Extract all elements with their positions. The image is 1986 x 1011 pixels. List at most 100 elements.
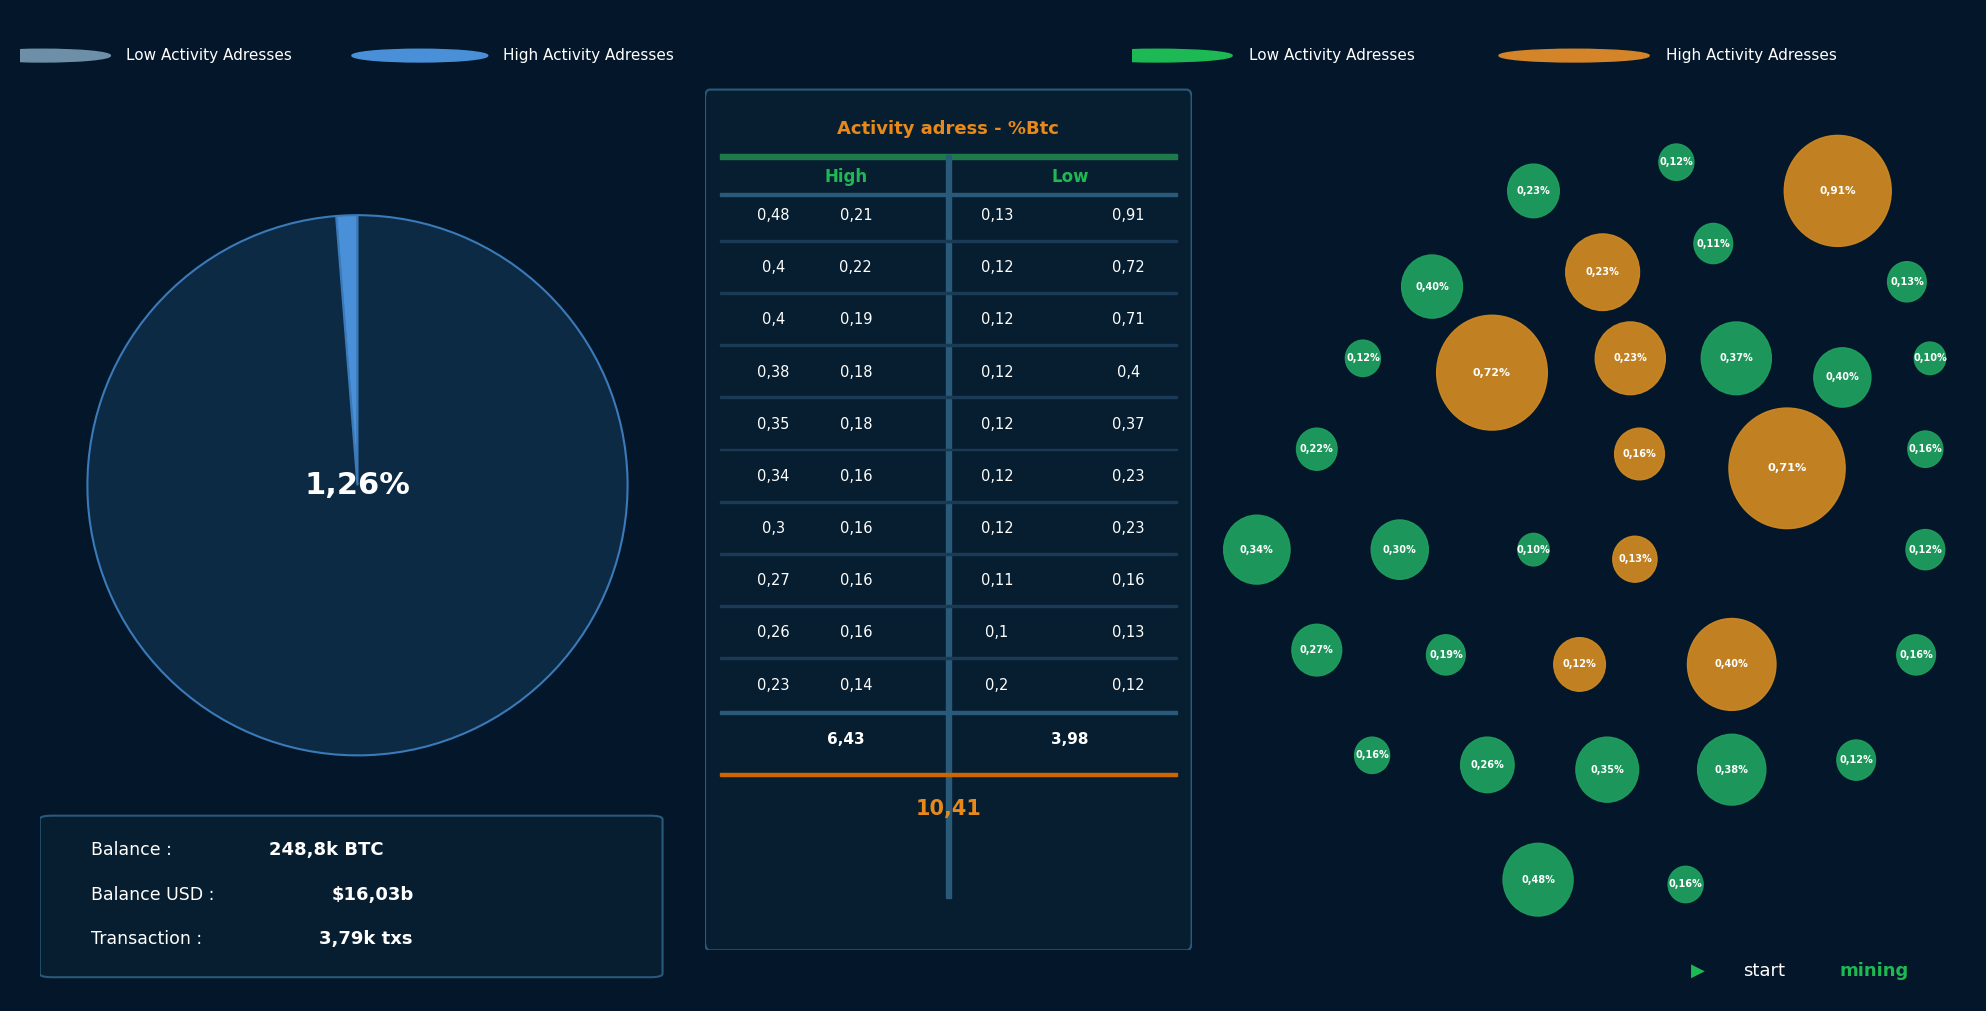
Text: 0,12%: 0,12%	[1347, 353, 1380, 363]
Text: 0,19%: 0,19%	[1430, 650, 1464, 660]
Text: 0,16: 0,16	[1112, 573, 1144, 588]
Text: 0,21: 0,21	[840, 208, 872, 223]
Circle shape	[1658, 144, 1694, 180]
Text: 0,2: 0,2	[985, 677, 1009, 693]
Circle shape	[1460, 737, 1513, 793]
Text: 0,23: 0,23	[1112, 521, 1144, 536]
Text: 0,35%: 0,35%	[1591, 764, 1625, 774]
Wedge shape	[336, 215, 357, 485]
Bar	[719, 606, 1178, 607]
Text: 3,98: 3,98	[1051, 732, 1088, 747]
Bar	[719, 193, 1178, 196]
Text: 0,12: 0,12	[981, 417, 1013, 432]
Bar	[719, 500, 1178, 502]
Text: 0,12%: 0,12%	[1909, 545, 1942, 555]
Circle shape	[1291, 624, 1343, 676]
Circle shape	[1354, 737, 1390, 773]
Bar	[719, 553, 1178, 555]
Text: 0,12: 0,12	[981, 469, 1013, 484]
Text: 0,40%: 0,40%	[1714, 659, 1748, 669]
Text: 0,37: 0,37	[1112, 417, 1144, 432]
Text: 0,22%: 0,22%	[1301, 444, 1335, 454]
Circle shape	[1499, 50, 1648, 62]
Text: 0,30%: 0,30%	[1382, 545, 1416, 555]
Circle shape	[1688, 619, 1775, 711]
Text: start: start	[1744, 961, 1785, 980]
Text: 0,23%: 0,23%	[1585, 267, 1619, 277]
Circle shape	[1565, 234, 1640, 310]
Text: 0,12%: 0,12%	[1563, 659, 1597, 669]
Circle shape	[1668, 866, 1704, 903]
Circle shape	[1783, 135, 1891, 247]
Wedge shape	[87, 215, 628, 755]
Circle shape	[1887, 262, 1926, 302]
FancyBboxPatch shape	[705, 90, 1192, 950]
Text: 0,72: 0,72	[1112, 260, 1144, 275]
Bar	[719, 240, 1178, 242]
Text: 0,23: 0,23	[1112, 469, 1144, 484]
Text: Balance :: Balance :	[91, 841, 177, 859]
Circle shape	[1297, 428, 1337, 470]
Text: mining: mining	[1839, 961, 1909, 980]
Text: 0,16%: 0,16%	[1623, 449, 1656, 459]
Text: 0,4: 0,4	[1116, 365, 1140, 380]
Text: 6,43: 6,43	[828, 732, 866, 747]
Circle shape	[1517, 534, 1549, 566]
Text: 0,27%: 0,27%	[1301, 645, 1335, 655]
Text: 0,12: 0,12	[981, 521, 1013, 536]
Text: High Activity Adresses: High Activity Adresses	[1666, 49, 1837, 63]
Circle shape	[1694, 223, 1732, 264]
Circle shape	[1082, 50, 1231, 62]
Text: 0,3: 0,3	[761, 521, 784, 536]
Text: 0,11%: 0,11%	[1696, 239, 1730, 249]
Text: 0,27: 0,27	[757, 573, 790, 588]
Circle shape	[1837, 740, 1875, 780]
Text: 0,12: 0,12	[981, 260, 1013, 275]
Text: 0,10%: 0,10%	[1517, 545, 1551, 555]
Text: 0,16: 0,16	[840, 469, 872, 484]
Text: 0,11: 0,11	[981, 573, 1013, 588]
Text: 0,71%: 0,71%	[1768, 463, 1807, 473]
Circle shape	[1730, 408, 1845, 529]
Bar	[945, 155, 951, 898]
Text: 0,23%: 0,23%	[1517, 186, 1551, 196]
Text: 0,34%: 0,34%	[1239, 545, 1273, 555]
Circle shape	[1223, 516, 1291, 584]
Text: 0,16: 0,16	[840, 521, 872, 536]
Text: 0,22: 0,22	[840, 260, 872, 275]
Text: 0,12%: 0,12%	[1660, 157, 1694, 167]
Text: Low Activity Adresses: Low Activity Adresses	[125, 49, 292, 63]
Circle shape	[1698, 734, 1766, 805]
Text: 0,16%: 0,16%	[1668, 880, 1702, 890]
Text: High: High	[824, 168, 868, 186]
Text: 0,72%: 0,72%	[1474, 368, 1511, 378]
Bar	[719, 154, 1178, 159]
Text: 0,26: 0,26	[757, 626, 790, 641]
Text: 0,4: 0,4	[761, 260, 784, 275]
Text: High Activity Adresses: High Activity Adresses	[502, 49, 673, 63]
Text: 0,26%: 0,26%	[1470, 760, 1503, 770]
Text: 0,14: 0,14	[840, 677, 872, 693]
Text: 0,12: 0,12	[981, 365, 1013, 380]
Text: 10,41: 10,41	[916, 800, 981, 820]
Text: 0,12: 0,12	[1112, 677, 1144, 693]
Text: 0,16%: 0,16%	[1899, 650, 1932, 660]
Text: 0,23%: 0,23%	[1613, 353, 1646, 363]
Text: 248,8k BTC: 248,8k BTC	[268, 841, 383, 859]
Text: 0,10%: 0,10%	[1913, 353, 1946, 363]
Text: Low: Low	[1051, 168, 1088, 186]
Bar	[719, 292, 1178, 294]
Text: 0,16: 0,16	[840, 626, 872, 641]
Text: 0,4: 0,4	[761, 312, 784, 328]
Text: Activity adress - %Btc: Activity adress - %Btc	[838, 119, 1059, 137]
Circle shape	[1436, 315, 1547, 430]
Text: 0,13%: 0,13%	[1891, 277, 1924, 287]
Text: 0,12: 0,12	[981, 312, 1013, 328]
Text: 0,71: 0,71	[1112, 312, 1144, 328]
Circle shape	[1503, 843, 1573, 916]
Circle shape	[1507, 164, 1559, 217]
Bar	[719, 657, 1178, 659]
Text: 0,19: 0,19	[840, 312, 872, 328]
Bar	[719, 773, 1178, 776]
Text: 0,48%: 0,48%	[1521, 875, 1555, 885]
